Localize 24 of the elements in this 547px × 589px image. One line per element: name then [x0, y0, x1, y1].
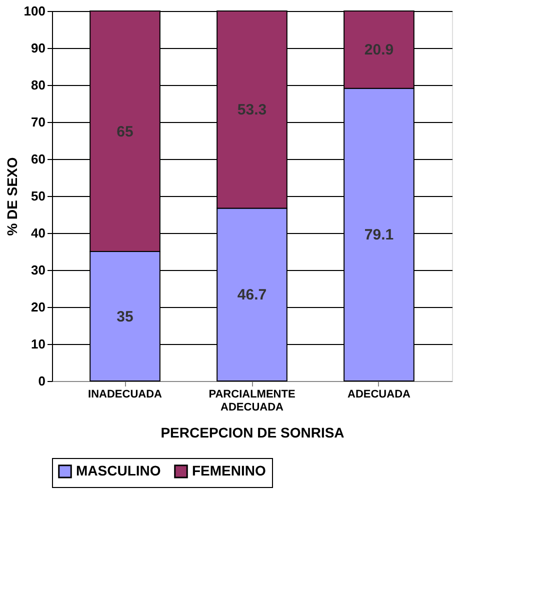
x-tick-label: PARCIALMENTE ADECUADA	[208, 388, 296, 414]
y-tick-label: 50	[31, 188, 46, 204]
y-axis-title: % DE SEXO	[4, 157, 20, 236]
x-tick-label: INADECUADA	[88, 388, 162, 400]
y-tick-label: 10	[31, 336, 46, 352]
data-label: 35	[116, 308, 134, 326]
y-tick-label: 20	[31, 300, 46, 314]
y-tick-label: 90	[31, 40, 46, 56]
y-tick-label: 40	[31, 226, 46, 240]
y-tick-label: 70	[31, 114, 46, 130]
legend-label: FEMENINO	[192, 462, 266, 478]
y-tick-label: 30	[31, 262, 46, 278]
y-tick-label: 100	[24, 4, 46, 18]
legend-label: MASCULINO	[76, 462, 161, 478]
y-tick-label: 60	[31, 152, 46, 166]
x-axis-title: PERCEPCION DE SONRISA	[160, 424, 344, 440]
data-label: 53.3	[237, 102, 267, 119]
data-label: 46.7	[237, 286, 267, 304]
x-tick-label: ADECUADA	[348, 388, 411, 400]
y-tick-label: 80	[31, 78, 46, 92]
data-label: 20.9	[364, 42, 394, 59]
data-label: 65	[116, 123, 134, 140]
data-label: 79.1	[364, 226, 394, 244]
y-tick-label: 0	[38, 374, 46, 388]
